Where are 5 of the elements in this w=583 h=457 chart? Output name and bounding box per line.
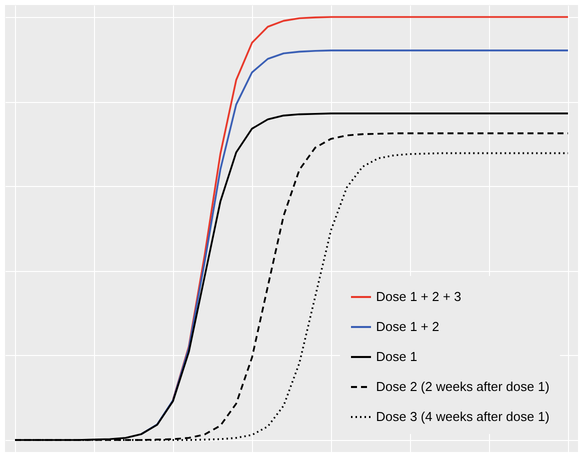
legend-label: Dose 1 + 2 + 3 xyxy=(376,289,462,304)
legend-label: Dose 1 + 2 xyxy=(376,319,440,334)
legend-label: Dose 1 xyxy=(376,349,418,364)
legend-label: Dose 3 (4 weeks after dose 1) xyxy=(376,409,550,424)
legend-label: Dose 2 (2 weeks after dose 1) xyxy=(376,379,550,394)
